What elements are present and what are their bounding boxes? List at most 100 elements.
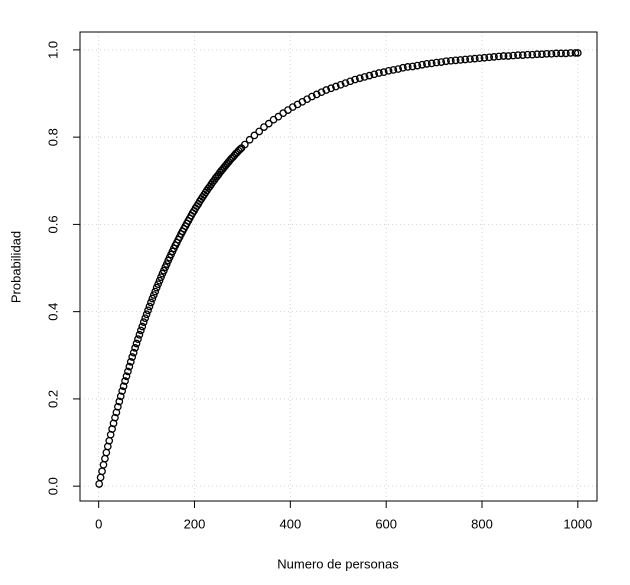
point bbox=[151, 287, 160, 296]
point bbox=[494, 52, 503, 61]
point bbox=[101, 454, 109, 463]
x-tick-label: 400 bbox=[279, 516, 301, 531]
point bbox=[95, 480, 104, 488]
point bbox=[327, 84, 335, 93]
point bbox=[355, 74, 364, 83]
point bbox=[456, 56, 465, 64]
point bbox=[240, 140, 249, 149]
point bbox=[111, 413, 119, 422]
point bbox=[122, 372, 131, 381]
y-tick-label: 1.0 bbox=[45, 41, 60, 59]
point bbox=[432, 58, 441, 67]
point bbox=[470, 54, 479, 63]
point bbox=[399, 63, 407, 72]
point bbox=[141, 314, 150, 323]
point bbox=[126, 357, 135, 366]
point bbox=[408, 62, 417, 71]
point bbox=[423, 59, 431, 68]
point bbox=[160, 266, 168, 275]
point bbox=[128, 353, 137, 361]
point bbox=[142, 310, 151, 319]
plot-frame bbox=[79, 31, 598, 502]
y-tick-label: 0.2 bbox=[45, 390, 60, 408]
point bbox=[365, 71, 374, 80]
point bbox=[442, 57, 450, 66]
point bbox=[149, 291, 158, 299]
point bbox=[264, 119, 273, 128]
point bbox=[518, 51, 527, 59]
point bbox=[389, 66, 398, 74]
y-axis-label: Probabilidad bbox=[8, 231, 23, 303]
point bbox=[418, 60, 426, 69]
point bbox=[341, 79, 350, 87]
point bbox=[134, 335, 142, 343]
x-tick-label: 0 bbox=[95, 516, 102, 531]
y-tick-label: 0.4 bbox=[45, 303, 60, 321]
point bbox=[466, 55, 474, 63]
point bbox=[102, 448, 111, 457]
point bbox=[437, 58, 446, 66]
point bbox=[528, 50, 537, 59]
point bbox=[155, 276, 164, 285]
point bbox=[131, 344, 139, 352]
point bbox=[490, 53, 498, 61]
point bbox=[137, 326, 145, 335]
point bbox=[121, 377, 129, 385]
point bbox=[119, 382, 128, 391]
point bbox=[154, 280, 162, 289]
point bbox=[152, 283, 161, 292]
point bbox=[504, 52, 513, 60]
point bbox=[124, 367, 132, 376]
point bbox=[461, 55, 470, 64]
point bbox=[115, 397, 124, 406]
point bbox=[542, 49, 551, 58]
point bbox=[480, 53, 489, 62]
point bbox=[255, 127, 264, 136]
point bbox=[332, 82, 340, 91]
point bbox=[547, 49, 556, 58]
point bbox=[125, 362, 134, 371]
point bbox=[96, 473, 105, 482]
point bbox=[370, 70, 379, 79]
point bbox=[557, 49, 565, 58]
point bbox=[157, 273, 165, 282]
point bbox=[139, 318, 148, 326]
point bbox=[552, 49, 561, 58]
point bbox=[132, 339, 141, 348]
point bbox=[116, 392, 125, 401]
point bbox=[360, 73, 369, 81]
point bbox=[145, 302, 154, 311]
y-tick-label: 0.8 bbox=[45, 128, 60, 146]
point bbox=[499, 52, 508, 60]
point bbox=[514, 51, 522, 59]
point bbox=[118, 387, 127, 395]
point bbox=[379, 68, 388, 76]
point bbox=[336, 80, 345, 89]
point bbox=[427, 59, 436, 68]
point bbox=[346, 77, 355, 86]
point bbox=[573, 49, 582, 57]
point bbox=[98, 467, 106, 476]
x-axis-label: Numero de personas bbox=[277, 556, 399, 571]
point bbox=[451, 56, 460, 65]
point bbox=[384, 66, 393, 75]
point bbox=[99, 460, 108, 469]
point bbox=[129, 348, 138, 357]
point bbox=[509, 51, 517, 60]
point bbox=[566, 49, 575, 57]
point bbox=[375, 69, 383, 77]
point bbox=[403, 63, 412, 71]
point bbox=[351, 75, 359, 84]
x-tick-label: 1000 bbox=[563, 516, 592, 531]
point bbox=[114, 402, 122, 411]
point bbox=[144, 306, 152, 315]
point bbox=[562, 49, 570, 58]
point bbox=[147, 298, 155, 307]
x-tick-label: 800 bbox=[471, 516, 493, 531]
x-tick-label: 600 bbox=[375, 516, 397, 531]
point bbox=[475, 54, 484, 63]
point bbox=[148, 294, 157, 303]
x-tick-label: 200 bbox=[184, 516, 206, 531]
